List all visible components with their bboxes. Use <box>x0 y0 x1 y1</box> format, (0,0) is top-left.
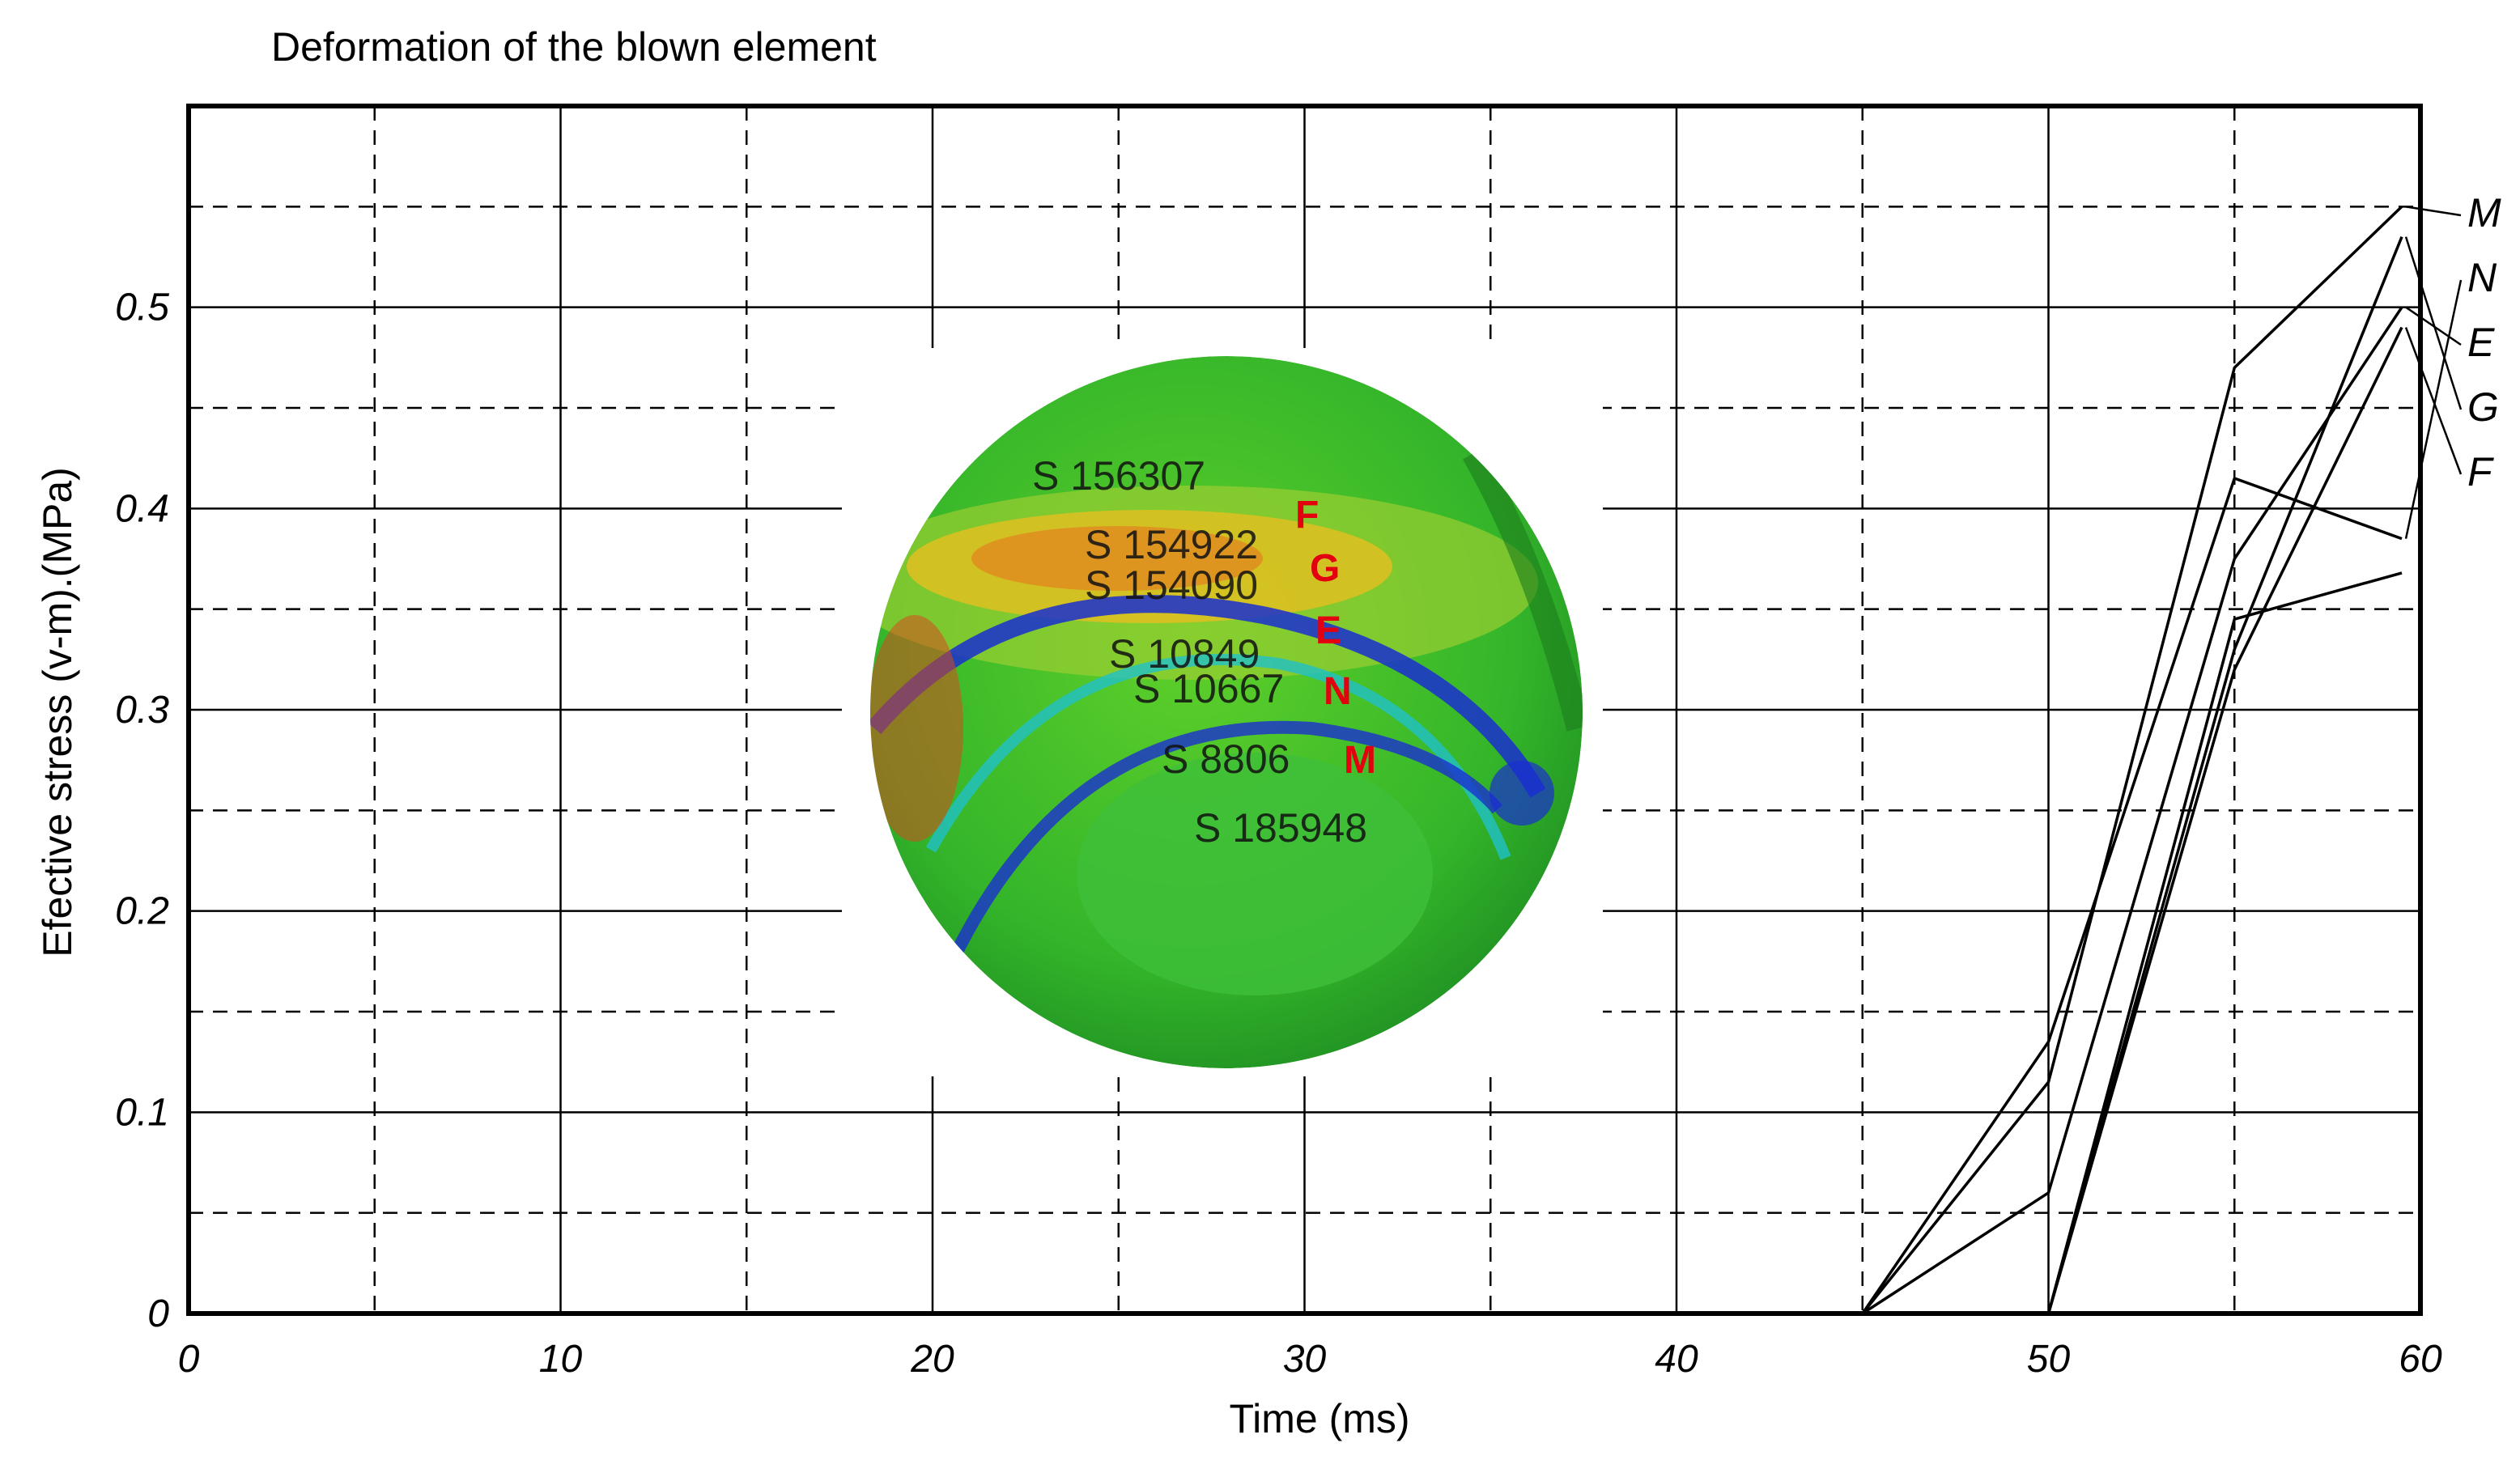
x-tick-label: 10 <box>539 1338 583 1381</box>
y-tick-label: 0.4 <box>115 487 169 530</box>
y-tick-label: 0 <box>147 1292 169 1335</box>
inset-point-label: S 10667 <box>1133 666 1284 711</box>
inset-contour-image: S 156307 S 154922 S 154090 S 10849 S 106… <box>842 348 1603 1076</box>
x-axis-label: Time (ms) <box>1229 1396 1409 1441</box>
inset-point-letter: G <box>1310 547 1340 590</box>
x-tick-labels: 0 10 20 30 40 50 60 <box>178 1338 2442 1381</box>
series-line <box>2046 571 2403 1314</box>
plot-frame <box>186 104 2423 1316</box>
series-tag-leader <box>2404 279 2463 539</box>
x-tick-label: 50 <box>2027 1338 2071 1381</box>
y-tick-label: 0.5 <box>115 286 169 329</box>
inset-point-letter: E <box>1315 609 1341 652</box>
series-line <box>1861 206 2403 1315</box>
series-line <box>1861 306 2403 1315</box>
inset-point-label: S 185948 <box>1194 805 1367 851</box>
inset-point-label: S 156307 <box>1032 453 1205 499</box>
series-line <box>2046 236 2403 1314</box>
series-tag-leader <box>2404 327 2463 475</box>
inset-point-label: S 154090 <box>1085 562 1258 608</box>
series-tag: G <box>2467 384 2499 430</box>
inset-point-label: S 154922 <box>1085 522 1258 567</box>
inset-point-letter: M <box>1344 739 1376 782</box>
x-tick-label: 30 <box>1283 1338 1327 1381</box>
series-tag-leader <box>2404 236 2463 410</box>
x-tick-label: 20 <box>910 1338 954 1381</box>
y-tick-label: 0.2 <box>115 890 169 933</box>
y-axis-label: Efective stress (v-m).(MPa) <box>35 467 80 957</box>
series-tag-leader <box>2405 206 2462 217</box>
x-tick-label: 40 <box>1655 1338 1698 1381</box>
series-tag: E <box>2467 320 2495 365</box>
x-tick-label: 60 <box>2399 1338 2442 1381</box>
inset-point-letter: N <box>1324 670 1352 713</box>
y-tick-labels: 0 0.1 0.2 0.3 0.4 0.5 <box>115 286 169 1335</box>
inset-point-label: S 8806 <box>1162 736 1290 782</box>
series-tag: M <box>2467 190 2501 236</box>
series-lines <box>1861 206 2403 1315</box>
x-tick-label: 0 <box>178 1338 200 1381</box>
y-tick-label: 0.3 <box>115 689 169 732</box>
series-line <box>2046 326 2403 1314</box>
series-tag: F <box>2467 449 2494 494</box>
inset-point-letter: F <box>1295 494 1319 537</box>
chart-title: Deformation of the blown element <box>271 24 877 70</box>
y-tick-label: 0.1 <box>115 1091 169 1134</box>
series-line <box>1861 477 2403 1314</box>
series-tag: N <box>2467 255 2497 300</box>
inset-point-label: S 10849 <box>1109 631 1260 677</box>
